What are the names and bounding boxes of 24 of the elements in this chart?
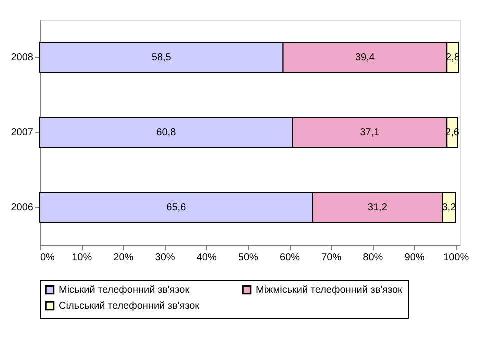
x-tick-label: 30%	[155, 252, 176, 264]
x-tick-label: 90%	[404, 252, 425, 264]
y-tick-label: 2008	[11, 52, 34, 64]
data-label: 3,2	[442, 202, 457, 214]
x-tick-label: 60%	[280, 252, 300, 264]
data-label: 31,2	[368, 202, 388, 214]
data-label: 60,8	[156, 128, 177, 138]
x-tick-label: 50%	[238, 252, 259, 264]
x-tick-label: 10%	[72, 252, 92, 264]
data-label: 39,4	[355, 52, 376, 64]
x-tick-label: 0%	[40, 252, 56, 264]
data-label: 37,1	[360, 128, 380, 138]
y-tick-label: 2007	[11, 128, 34, 138]
x-tick-label: 40%	[196, 252, 217, 264]
x-tick-label: 70%	[322, 252, 342, 264]
x-tick-label: 20%	[114, 252, 134, 264]
y-tick-label: 2006	[11, 202, 34, 214]
data-label: 58,5	[152, 52, 172, 64]
legend-label: Сільський телефонний зв'язок	[59, 301, 200, 312]
legend-label: Міський телефонний зв'язок	[59, 285, 190, 296]
legend-label: Міжміський телефонний зв'язок	[256, 285, 404, 296]
data-label: 65,6	[166, 202, 187, 214]
x-tick-label: 100%	[444, 252, 470, 264]
x-tick-label: 80%	[363, 252, 384, 264]
